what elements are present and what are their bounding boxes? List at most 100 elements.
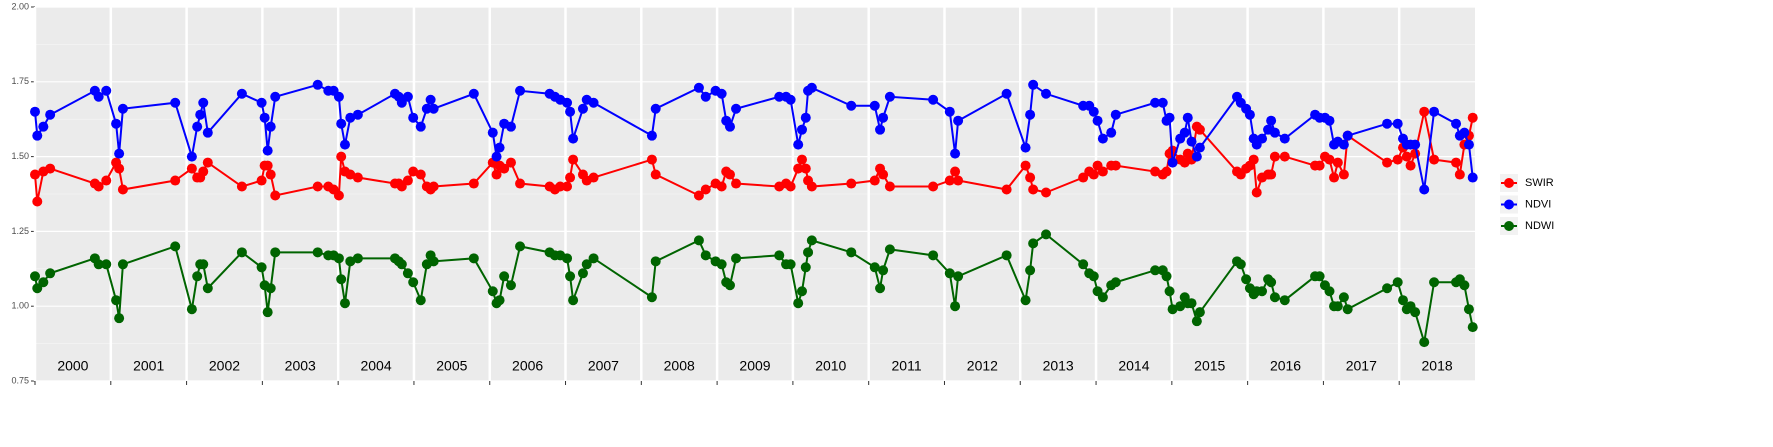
data-point [1110,109,1121,120]
data-point [1191,151,1202,162]
data-point [1179,127,1190,138]
data-point [1194,124,1205,135]
data-point [1419,337,1430,348]
data-point [111,118,122,129]
x-tick-label: 2004 [360,358,391,374]
legend-marker [1504,221,1514,231]
data-point [1451,157,1462,168]
data-point [875,283,886,294]
data-point [562,97,573,108]
data-point [1329,172,1340,183]
data-point [192,271,203,282]
data-point [953,115,964,126]
data-point [265,283,276,294]
data-point [30,169,40,180]
data-point [1088,169,1099,180]
data-point [1338,139,1349,150]
data-point [1266,169,1277,180]
data-point [1392,277,1403,288]
x-tick-label: 2001 [133,358,164,374]
data-point [236,181,247,192]
data-point [259,112,270,123]
data-point [1266,115,1277,126]
legend-label: NDWI [1525,220,1554,232]
data-point [1235,259,1246,270]
data-point [577,103,588,114]
data-point [270,247,281,258]
data-point [650,256,661,267]
data-point [1392,154,1403,165]
data-point [928,181,939,192]
data-point [785,259,796,270]
data-point [408,112,419,123]
data-point [1279,151,1290,162]
data-point [428,256,439,267]
data-point [336,274,347,285]
data-point [700,184,711,195]
data-point [568,133,579,144]
data-point [1020,295,1031,306]
data-point [1175,301,1186,312]
data-point [1164,286,1175,297]
data-point [186,304,197,315]
x-tick-label: 2016 [1270,358,1301,374]
x-tick-label: 2002 [209,358,240,374]
data-point [731,103,742,114]
data-point [1269,151,1280,162]
data-point [45,109,56,120]
data-point [581,259,592,270]
data-point [415,169,426,180]
data-point [339,139,350,150]
data-point [800,262,811,273]
x-tick-label: 2017 [1346,358,1377,374]
data-point [1041,229,1052,240]
data-point [202,157,213,168]
data-point [950,166,961,177]
data-point [487,286,498,297]
data-point [1332,157,1343,168]
data-point [1025,265,1036,276]
data-point [565,106,576,117]
data-point [101,175,112,186]
data-point [262,145,273,156]
legend-label: SWIR [1525,177,1554,189]
data-point [1110,160,1121,171]
data-point [1398,295,1408,306]
data-point [1241,274,1252,285]
data-point [1028,238,1039,249]
data-point [588,97,599,108]
data-point [724,121,735,132]
data-point [869,100,880,111]
data-point [1429,277,1440,288]
data-point [1459,280,1470,291]
data-point [1106,127,1117,138]
x-tick-label: 2008 [664,358,695,374]
data-point [796,124,807,135]
data-point [499,163,510,174]
data-point [1332,301,1343,312]
data-point [1025,109,1036,120]
data-point [1279,133,1290,144]
data-point [186,163,197,174]
data-point [1088,271,1099,282]
data-point [1194,142,1205,153]
data-point [1463,304,1474,315]
data-point [878,169,889,180]
data-point [170,97,181,108]
data-point [494,142,505,153]
data-point [312,181,323,192]
data-point [1001,250,1012,261]
data-point [515,178,526,189]
data-point [953,271,964,282]
data-point [716,88,727,99]
data-point [192,121,203,132]
data-point [1382,118,1393,129]
data-point [352,109,363,120]
x-tick-label: 2000 [57,358,88,374]
data-point [928,250,939,261]
data-point [562,181,573,192]
data-point [1092,115,1103,126]
data-point [425,94,436,105]
data-point [950,301,961,312]
data-point [352,172,363,183]
